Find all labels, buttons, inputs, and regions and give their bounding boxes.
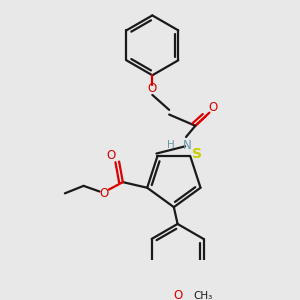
Text: CH₃: CH₃ [194, 291, 213, 300]
Text: O: O [173, 290, 182, 300]
Text: H: H [167, 140, 175, 150]
Text: O: O [148, 82, 157, 95]
Text: N: N [183, 139, 192, 152]
Text: O: O [106, 149, 115, 162]
Text: S: S [192, 147, 202, 160]
Text: O: O [100, 187, 109, 200]
Text: O: O [208, 100, 218, 114]
